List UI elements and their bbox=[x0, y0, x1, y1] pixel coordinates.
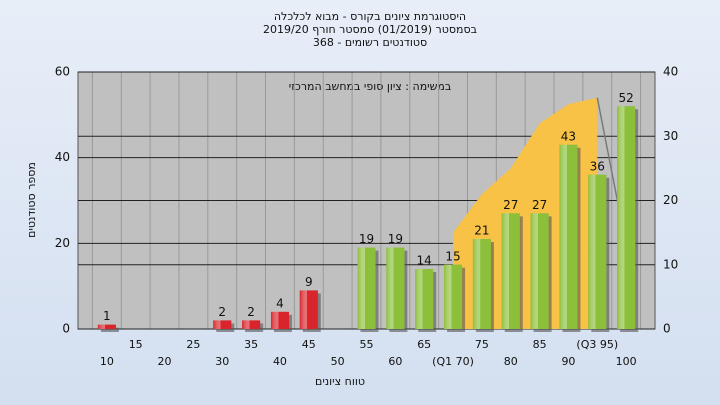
x-tick-label: 45 bbox=[302, 338, 316, 351]
value-label: 21 bbox=[474, 224, 489, 238]
x-tick-label: 80 bbox=[504, 355, 518, 368]
bar-shine bbox=[213, 320, 232, 329]
x-tick-label: (Q3 95) bbox=[576, 338, 618, 351]
bar-shine bbox=[501, 213, 520, 329]
y-tick-label: 60 bbox=[55, 65, 70, 79]
y-tick-label: 0 bbox=[62, 322, 70, 336]
x-tick-label: 55 bbox=[360, 338, 374, 351]
value-label: 2 bbox=[218, 305, 226, 319]
x-tick-label: 90 bbox=[561, 355, 575, 368]
value-label: 14 bbox=[417, 254, 432, 268]
value-label: 43 bbox=[561, 129, 576, 143]
value-label: 1 bbox=[103, 309, 111, 323]
y2-tick-label: 20 bbox=[663, 193, 678, 207]
bar-shine bbox=[299, 290, 318, 329]
x-tick-label: 25 bbox=[186, 338, 200, 351]
chart-subtitle: בסמסטר (01/2019) סמסטר חורף 2019/20 bbox=[263, 23, 477, 36]
y-tick-label: 20 bbox=[55, 236, 70, 250]
bar-shine bbox=[242, 320, 261, 329]
bar-shadow bbox=[100, 327, 119, 332]
x-tick-label: 40 bbox=[273, 355, 287, 368]
value-label: 9 bbox=[305, 275, 313, 289]
value-label: 27 bbox=[532, 198, 547, 212]
x-tick-label: 30 bbox=[215, 355, 229, 368]
value-label: 4 bbox=[276, 296, 284, 310]
y2-tick-label: 0 bbox=[663, 322, 671, 336]
bar-shine bbox=[530, 213, 549, 329]
bar-shine bbox=[415, 269, 434, 329]
value-label: 36 bbox=[590, 159, 605, 173]
y2-tick-label: 30 bbox=[663, 129, 678, 143]
x-tick-label: 15 bbox=[129, 338, 143, 351]
annotation: במשימה : ציון סופי במחשב המרכזי bbox=[289, 80, 452, 93]
bar-shine bbox=[617, 106, 636, 330]
bar-shine bbox=[386, 247, 405, 329]
y2-tick-label: 10 bbox=[663, 257, 678, 271]
bar-shine bbox=[357, 247, 376, 329]
bar-shine bbox=[559, 144, 578, 329]
x-tick-label: 10 bbox=[100, 355, 114, 368]
y-tick-label: 40 bbox=[55, 150, 70, 164]
x-tick-label: 85 bbox=[533, 338, 547, 351]
x-tick-label: 100 bbox=[616, 355, 637, 368]
bar-shine bbox=[588, 174, 607, 329]
value-label: 52 bbox=[619, 91, 634, 105]
x-tick-label: 75 bbox=[475, 338, 489, 351]
x-tick-label: 50 bbox=[331, 355, 345, 368]
x-tick-label: 20 bbox=[158, 355, 172, 368]
value-label: 19 bbox=[388, 232, 403, 246]
value-label: 2 bbox=[247, 305, 255, 319]
x-tick-label: (Q1 70) bbox=[432, 355, 474, 368]
y-axis-label: מספר סטודנטים bbox=[25, 162, 38, 238]
x-axis-label: טווח ציונים bbox=[315, 375, 365, 388]
value-label: 19 bbox=[359, 232, 374, 246]
bar-shine bbox=[270, 311, 289, 329]
y2-tick-label: 40 bbox=[663, 65, 678, 79]
x-tick-label: 60 bbox=[388, 355, 402, 368]
bar-shine bbox=[97, 324, 116, 329]
x-tick-label: 65 bbox=[417, 338, 431, 351]
bar-shine bbox=[444, 264, 463, 329]
chart-title: היסטוגרמת ציונים בקורס - מבוא לכלכלה bbox=[274, 10, 466, 23]
value-label: 15 bbox=[445, 249, 460, 263]
value-label: 27 bbox=[503, 198, 518, 212]
bar-shine bbox=[472, 239, 491, 329]
x-tick-label: 35 bbox=[244, 338, 258, 351]
chart-subtitle: סטודנטים רשומים - 368 bbox=[313, 36, 427, 49]
